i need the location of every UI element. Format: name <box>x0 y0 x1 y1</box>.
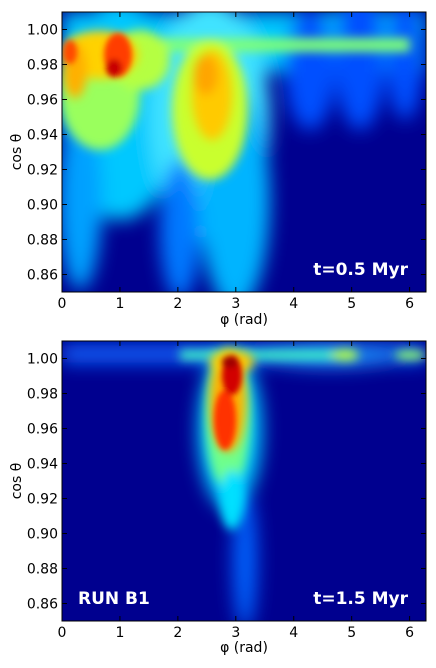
x-tick-label: 2 <box>173 625 182 641</box>
x-tick-label: 6 <box>405 296 414 312</box>
chart-panel-top: 0 1 2 3 4 5 60.860.880.900.920.940.960.981.00 … <box>9 11 427 328</box>
x-tick-label: 0 <box>58 296 67 312</box>
x-tick-label: 2 <box>173 296 182 312</box>
x-tick-label: 5 <box>347 296 356 312</box>
y-tick-label: 0.92 <box>27 492 58 508</box>
heatmap-peaks <box>63 33 132 77</box>
annotation-time-bottom: t=1.5 Myr <box>313 589 408 609</box>
axis-ticks-top: 0 1 2 3 4 5 6 0.86 0.88 0.90 0.92 0.94 0.96 0.98 1.00 <box>27 12 426 312</box>
plot-frame-bottom <box>61 340 427 622</box>
heatmap-bottom <box>62 341 426 621</box>
y-tick-label: 0.96 <box>27 93 58 109</box>
x-tick-label: 4 <box>289 625 298 641</box>
y-axis-label-bottom: cos θ <box>9 463 25 500</box>
y-tick-label: 0.90 <box>27 198 58 214</box>
y-tick-label: 0.94 <box>27 457 58 473</box>
y-axis-label-top: cos θ <box>9 134 25 171</box>
y-tick-label: 1.00 <box>27 352 58 368</box>
y-tick-label: 1.00 <box>27 23 58 39</box>
x-axis-label-top: φ (rad) <box>220 312 268 328</box>
heatmap-top <box>62 12 426 292</box>
x-tick-label: 3 <box>231 296 240 312</box>
plot-frame-top <box>61 11 427 293</box>
y-tick-label: 0.86 <box>27 268 58 284</box>
y-tick-label: 0.88 <box>27 562 58 578</box>
x-tick-label: 0 <box>58 625 67 641</box>
axis-ticks-bottom: 0 1 2 3 4 5 6 0.86 0.88 0.90 0.92 0.94 0.96 0.98 1.00 <box>27 341 426 641</box>
y-tick-label: 0.98 <box>27 387 58 403</box>
y-tick-label: 0.92 <box>27 163 58 179</box>
y-tick-label: 0.86 <box>27 597 58 613</box>
chart-panel-bottom: 0 1 2 3 4 5 60.860.880.900.920.940.960.981.00 … <box>9 340 427 656</box>
y-tick-label: 0.88 <box>27 233 58 249</box>
annotation-run-label: RUN B1 <box>78 589 150 609</box>
y-tick-label: 0.96 <box>27 422 58 438</box>
annotation-time-top: t=0.5 Myr <box>313 260 408 280</box>
x-tick-label: 4 <box>289 296 298 312</box>
y-tick-label: 0.94 <box>27 128 58 144</box>
y-tick-label: 0.98 <box>27 58 58 74</box>
x-tick-label: 6 <box>405 625 414 641</box>
x-tick-label: 1 <box>115 625 124 641</box>
heatmap-peaks <box>214 355 242 450</box>
x-tick-label: 5 <box>347 625 356 641</box>
x-axis-label-bottom: φ (rad) <box>220 640 268 656</box>
x-tick-label: 1 <box>115 296 124 312</box>
x-tick-label: 3 <box>231 625 240 641</box>
y-tick-label: 0.90 <box>27 527 58 543</box>
